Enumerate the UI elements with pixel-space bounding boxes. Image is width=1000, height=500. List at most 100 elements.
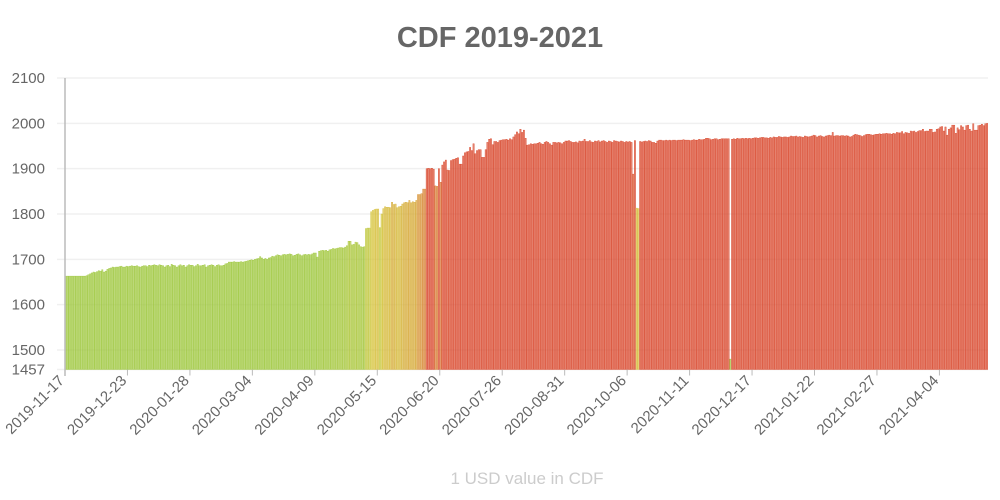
- bar: [667, 140, 669, 370]
- bar: [73, 275, 76, 370]
- bar: [965, 125, 968, 370]
- bar: [790, 135, 792, 370]
- bar: [358, 244, 360, 370]
- bar: [476, 150, 478, 370]
- bar: [278, 255, 281, 370]
- bar: [274, 255, 277, 370]
- bar: [465, 151, 468, 370]
- bar: [835, 135, 838, 370]
- bar: [533, 143, 536, 370]
- bar: [646, 141, 648, 370]
- bar: [432, 168, 435, 370]
- bar: [85, 275, 88, 370]
- bar: [139, 266, 142, 370]
- bar: [710, 139, 713, 370]
- bar: [236, 261, 239, 370]
- bar: [326, 250, 329, 370]
- bar: [817, 135, 820, 370]
- bar: [552, 142, 555, 370]
- bar: [899, 132, 902, 370]
- bar: [80, 275, 83, 370]
- bar: [214, 266, 216, 370]
- bar: [981, 124, 983, 370]
- bar: [101, 269, 104, 370]
- bar: [798, 136, 801, 370]
- bar: [920, 130, 923, 370]
- x-tick-label: 2020-08-31: [501, 372, 567, 438]
- x-tick-label: 2020-05-15: [314, 372, 380, 438]
- bar: [210, 264, 213, 370]
- bar: [238, 261, 241, 370]
- bar: [804, 135, 806, 370]
- bar: [422, 188, 425, 370]
- bar: [868, 134, 871, 370]
- chart-title: CDF 2019-2021: [397, 22, 603, 54]
- bar: [181, 265, 183, 370]
- bar: [370, 211, 373, 370]
- bar: [727, 138, 730, 370]
- bar: [457, 157, 459, 370]
- x-tick-label: 2020-03-04: [189, 372, 255, 438]
- bar: [97, 270, 100, 370]
- bar: [507, 139, 510, 370]
- bar: [939, 126, 942, 370]
- bar: [670, 140, 673, 370]
- bar: [618, 141, 621, 370]
- bar: [418, 194, 421, 370]
- bar: [344, 246, 347, 370]
- bar: [125, 265, 128, 370]
- bar: [828, 134, 831, 370]
- bar: [524, 138, 527, 370]
- bar: [484, 149, 487, 370]
- bar: [436, 186, 439, 370]
- bar: [722, 138, 725, 370]
- bar: [446, 169, 449, 370]
- bar: [660, 139, 662, 370]
- bar: [340, 247, 343, 370]
- bar: [267, 257, 270, 370]
- bar: [611, 142, 614, 370]
- bar: [297, 253, 300, 370]
- bar: [384, 206, 386, 370]
- bar: [675, 140, 678, 370]
- bar: [630, 142, 633, 370]
- bar: [92, 271, 95, 370]
- bar: [399, 206, 402, 370]
- bar: [130, 265, 133, 370]
- bar: [894, 133, 897, 370]
- bar: [802, 137, 805, 370]
- bar: [870, 134, 872, 370]
- bar: [821, 136, 824, 370]
- bar: [453, 158, 456, 370]
- bar: [656, 140, 659, 370]
- bar: [438, 168, 440, 370]
- bar: [413, 202, 416, 370]
- bar: [306, 254, 308, 370]
- bar: [949, 127, 952, 370]
- bar: [540, 143, 543, 370]
- bar: [845, 135, 848, 370]
- bar: [254, 259, 256, 370]
- bar: [542, 143, 544, 370]
- bar: [592, 142, 595, 370]
- bar: [233, 261, 236, 370]
- bar: [977, 125, 980, 370]
- bar: [687, 139, 690, 370]
- bar: [134, 265, 137, 370]
- bar: [288, 253, 291, 370]
- bar: [184, 266, 187, 370]
- bar: [578, 140, 581, 370]
- bar: [66, 275, 69, 370]
- y-tick-label: 1700: [12, 251, 45, 268]
- bar: [526, 144, 529, 370]
- bar: [380, 213, 383, 370]
- bar: [658, 139, 661, 370]
- bar: [228, 261, 230, 370]
- bar: [653, 142, 655, 370]
- bar: [642, 141, 645, 370]
- bar: [193, 266, 196, 370]
- bar: [864, 134, 867, 370]
- bar: [313, 252, 315, 370]
- bar: [82, 275, 85, 370]
- bar: [503, 139, 506, 370]
